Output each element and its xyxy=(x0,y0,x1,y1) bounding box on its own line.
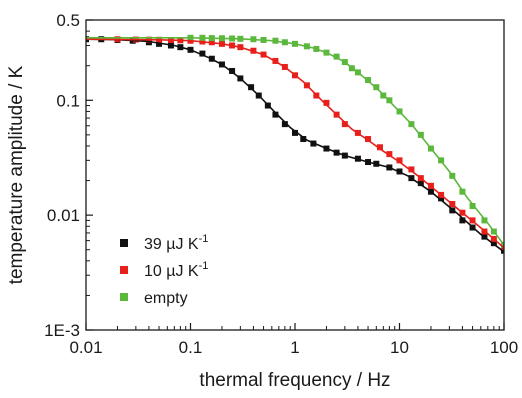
y-tick-label: 1E-3 xyxy=(44,321,80,340)
data-point xyxy=(300,136,307,143)
legend-label-text: 10 µJ K xyxy=(144,263,199,280)
x-tick-label: 1 xyxy=(290,338,299,357)
x-tick-label: 0.1 xyxy=(179,338,203,357)
legend-marker xyxy=(120,293,128,301)
legend-label-text: 39 µJ K xyxy=(144,236,199,253)
plot-area xyxy=(86,34,504,254)
legend-label-superscript: -1 xyxy=(199,233,209,245)
legend-label: empty xyxy=(144,290,188,307)
data-point xyxy=(341,121,348,128)
y-axis-label: temperature amplitude / K xyxy=(6,65,27,284)
data-point xyxy=(376,144,383,151)
legend-marker xyxy=(120,239,128,247)
plot-marks xyxy=(86,34,504,254)
data-point xyxy=(365,136,372,143)
data-point xyxy=(438,195,445,202)
fit-line xyxy=(86,37,504,246)
data-point xyxy=(481,217,488,224)
x-tick-label: 10 xyxy=(390,338,409,357)
data-point xyxy=(199,50,206,57)
fit-line xyxy=(86,38,504,253)
data-point xyxy=(333,53,340,60)
legend-label: 10 µJ K-1 xyxy=(144,260,208,280)
data-point xyxy=(323,99,330,106)
x-axis: 0.01 0.1 1 10 100 xyxy=(69,323,518,357)
data-point xyxy=(501,241,504,248)
y-tick-label: 0.5 xyxy=(56,11,80,30)
data-point xyxy=(248,84,255,91)
legend-label: 39 µJ K-1 xyxy=(144,233,208,253)
data-point xyxy=(417,180,424,187)
data-point xyxy=(386,151,393,158)
legend-marker xyxy=(120,266,128,274)
x-tick-label: 100 xyxy=(490,338,518,357)
data-point xyxy=(408,166,415,173)
data-point xyxy=(459,217,466,224)
y-tick-label: 0.1 xyxy=(56,91,80,110)
data-point xyxy=(272,111,279,118)
fit-line xyxy=(86,38,504,249)
data-point xyxy=(490,240,497,247)
data-point xyxy=(469,203,476,210)
y-tick-label: 0.01 xyxy=(47,206,80,225)
data-point xyxy=(449,207,456,214)
legend-label-superscript: -1 xyxy=(199,260,209,272)
x-axis-label: thermal frequency / Hz xyxy=(199,370,390,391)
y-axis: 1E-3 0.01 0.1 0.5 xyxy=(44,11,93,340)
x-tick-label: 0.01 xyxy=(69,338,102,357)
data-point xyxy=(396,157,403,164)
legend-label-text: empty xyxy=(144,290,188,307)
data-point xyxy=(229,67,236,74)
data-point xyxy=(281,121,288,128)
data-point xyxy=(292,129,298,136)
